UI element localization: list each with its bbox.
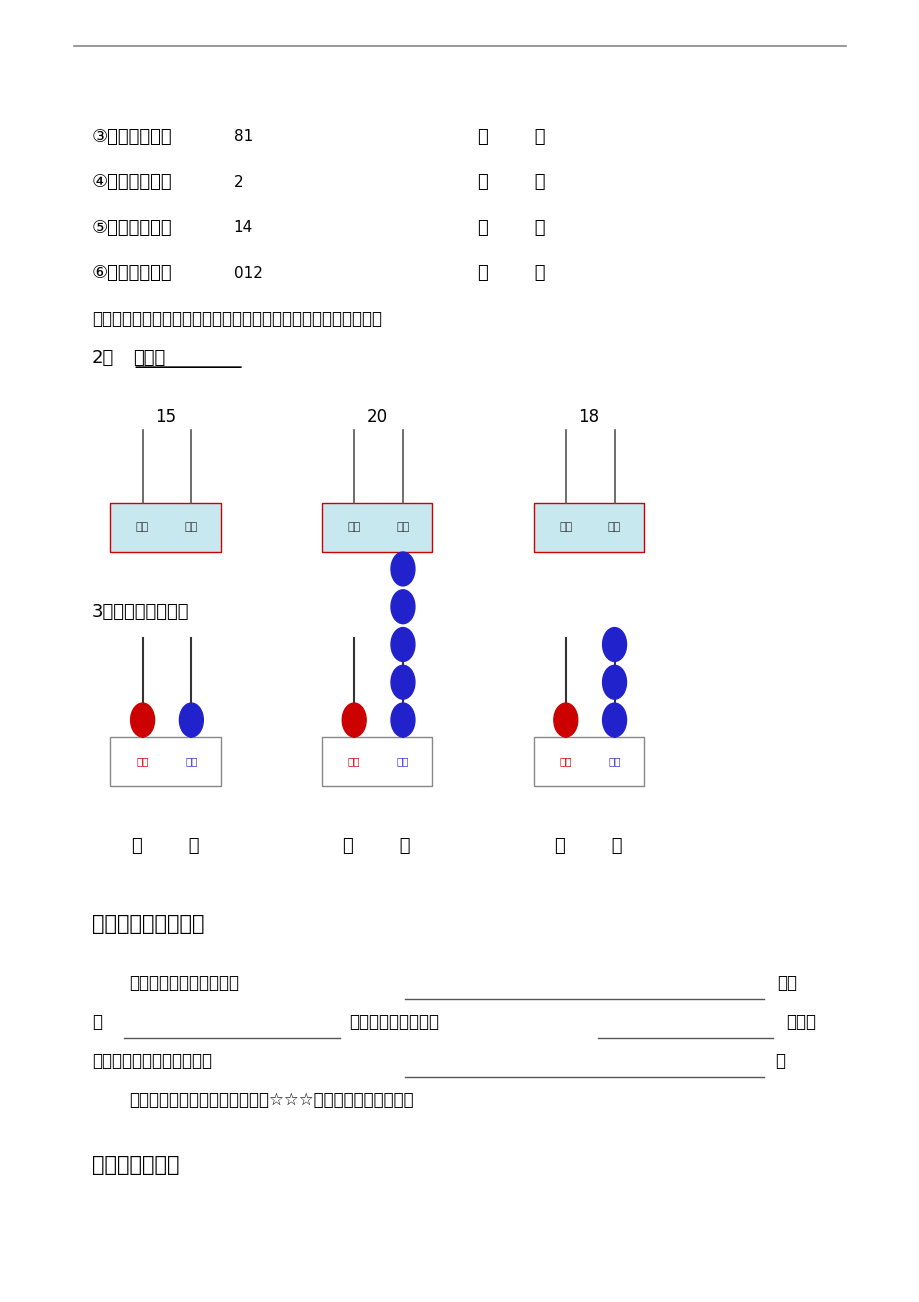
Circle shape	[179, 703, 203, 737]
Text: 个位: 个位	[607, 522, 620, 533]
Circle shape	[391, 628, 414, 661]
Text: 。我: 。我	[777, 974, 797, 992]
Text: 画一画: 画一画	[133, 349, 165, 367]
FancyBboxPatch shape	[533, 737, 643, 786]
Circle shape	[391, 703, 414, 737]
Text: 四、盘点收获我很棒: 四、盘点收获我很棒	[92, 914, 204, 935]
Text: （        ）: （ ）	[478, 128, 545, 146]
Text: 个位: 个位	[185, 522, 198, 533]
Text: 012: 012	[233, 266, 262, 281]
Text: 18: 18	[578, 408, 598, 426]
Text: 现不够，以后要注意的是：: 现不够，以后要注意的是：	[92, 1052, 211, 1070]
Text: 十位: 十位	[136, 522, 149, 533]
Text: 十位: 十位	[136, 756, 149, 767]
FancyBboxPatch shape	[110, 503, 221, 552]
Text: 个位: 个位	[396, 522, 409, 533]
Text: ⑥、十二写成了: ⑥、十二写成了	[92, 264, 173, 283]
Text: 3、看一看、写一写: 3、看一看、写一写	[92, 603, 189, 621]
Circle shape	[602, 665, 626, 699]
Text: （        ）: （ ）	[478, 173, 545, 191]
Text: 20: 20	[367, 408, 387, 426]
Circle shape	[391, 552, 414, 586]
Text: 2: 2	[233, 174, 243, 190]
Text: 五、教学后记：: 五、教学后记：	[92, 1155, 179, 1176]
FancyBboxPatch shape	[322, 737, 432, 786]
Text: 2、: 2、	[92, 349, 114, 367]
Text: 。: 。	[775, 1052, 785, 1070]
Text: 个位: 个位	[185, 756, 198, 767]
Text: 14: 14	[233, 220, 253, 236]
FancyBboxPatch shape	[322, 503, 432, 552]
Text: 聪明的小朋友，做数学时刻千万别学我马虎，要认真细致的做题！: 聪明的小朋友，做数学时刻千万别学我马虎，要认真细致的做题！	[92, 310, 381, 328]
Text: 方面的表现很好，在: 方面的表现很好，在	[349, 1013, 439, 1031]
Text: 今天的学习，我学会了：: 今天的学习，我学会了：	[129, 974, 239, 992]
Text: ⑤、十四写成了: ⑤、十四写成了	[92, 219, 173, 237]
Text: 十位: 十位	[347, 756, 360, 767]
Text: 15: 15	[155, 408, 176, 426]
Circle shape	[602, 703, 626, 737]
Text: （        ）: （ ）	[554, 837, 622, 855]
Circle shape	[602, 628, 626, 661]
Text: 我给自己的学习整体表现记星：☆☆☆（记几颗就涂几个色）: 我给自己的学习整体表现记星：☆☆☆（记几颗就涂几个色）	[129, 1091, 413, 1109]
Text: （        ）: （ ）	[478, 264, 545, 283]
FancyBboxPatch shape	[110, 737, 221, 786]
Text: （        ）: （ ）	[131, 837, 199, 855]
Text: 个位: 个位	[607, 756, 620, 767]
Circle shape	[391, 590, 414, 624]
Text: （        ）: （ ）	[343, 837, 411, 855]
Text: 个位: 个位	[396, 756, 409, 767]
Text: 十位: 十位	[347, 522, 360, 533]
Text: 方面表: 方面表	[786, 1013, 816, 1031]
Text: （        ）: （ ）	[478, 219, 545, 237]
Text: ③、十八写成了: ③、十八写成了	[92, 128, 173, 146]
FancyBboxPatch shape	[533, 503, 643, 552]
Text: 在: 在	[92, 1013, 102, 1031]
Circle shape	[130, 703, 154, 737]
Circle shape	[553, 703, 577, 737]
Circle shape	[342, 703, 366, 737]
Circle shape	[391, 665, 414, 699]
Text: 十位: 十位	[559, 522, 572, 533]
Text: 81: 81	[233, 129, 253, 145]
Text: 十位: 十位	[559, 756, 572, 767]
Text: ④、二十写成了: ④、二十写成了	[92, 173, 173, 191]
